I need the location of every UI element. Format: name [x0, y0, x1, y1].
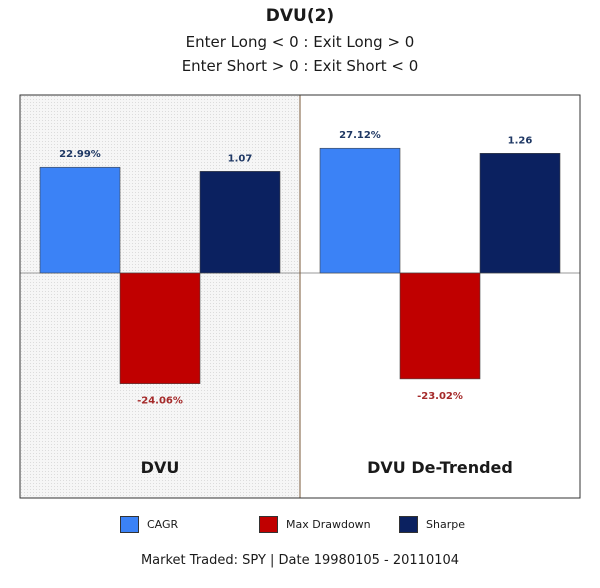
data-label-sharpe-dvu: 1.07	[228, 153, 253, 164]
bar-cagr-dvu-de-trended	[319, 147, 401, 274]
category-label-dvu-de-trended: DVU De-Trended	[367, 458, 513, 477]
bar-max-drawdown-dvu	[119, 272, 201, 384]
legend-swatch-cagr	[120, 515, 139, 533]
data-label-sharpe-dvu-de-trended: 1.26	[508, 135, 533, 146]
legend-item-cagr: CAGR	[120, 514, 178, 534]
data-label-max-drawdown-dvu-de-trended: -23.02%	[417, 391, 463, 402]
data-label-max-drawdown-dvu: -24.06%	[137, 396, 183, 407]
chart-subtitle-entry-rules: Enter Long < 0 : Exit Long > 0	[185, 33, 415, 51]
data-label-cagr-dvu: 22.99%	[59, 149, 101, 160]
bar-sharpe-dvu	[199, 171, 281, 274]
legend-label-max-drawdown: Max Drawdown	[286, 517, 371, 531]
legend-item-sharpe: Sharpe	[399, 514, 465, 534]
bar-chart: 22.99% -24.06% 1.07 DVU 27.12% -23.02% 1.26 DVU…	[19, 94, 581, 499]
legend-swatch-max-drawdown	[259, 515, 278, 533]
bar-sharpe-dvu-de-trended	[479, 153, 561, 274]
bar-cagr-dvu	[39, 166, 121, 274]
chart-footer: Market Traded: SPY | Date 19980105 - 201…	[140, 553, 460, 568]
legend-label-sharpe: Sharpe	[426, 517, 465, 531]
chart-frame	[19, 94, 581, 499]
data-label-cagr-dvu-de-trended: 27.12%	[339, 130, 381, 141]
legend-item-max-drawdown: Max Drawdown	[259, 514, 371, 534]
legend-swatch-sharpe	[399, 515, 418, 533]
chart-title: DVU(2)	[265, 6, 335, 26]
category-label-dvu: DVU	[141, 458, 180, 477]
chart-subtitle-exit-rules: Enter Short > 0 : Exit Short < 0	[181, 57, 419, 75]
bar-max-drawdown-dvu-de-trended	[399, 272, 481, 380]
legend-label-cagr: CAGR	[147, 517, 179, 531]
